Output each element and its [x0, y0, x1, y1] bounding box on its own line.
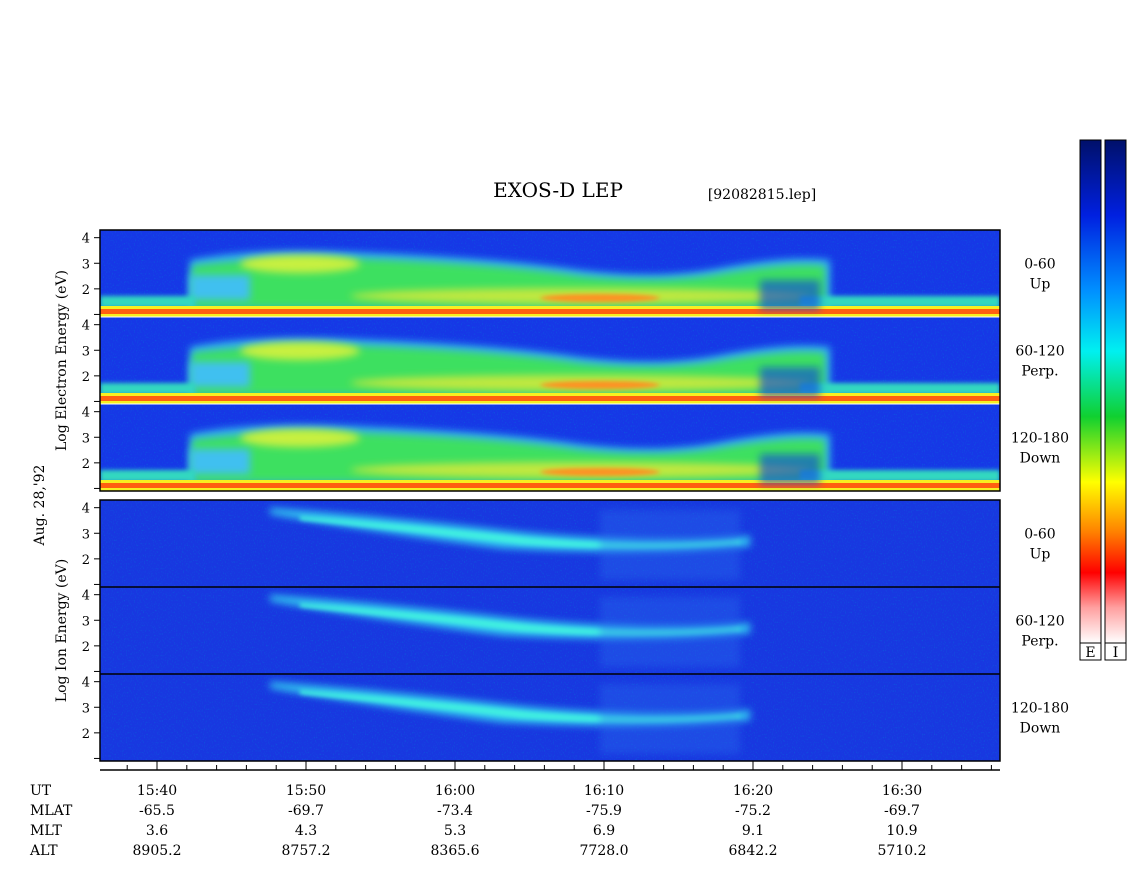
- angle-label: 120-180: [1011, 431, 1069, 447]
- y-tick-label: 2: [82, 457, 90, 472]
- direction-label: Up: [1030, 277, 1051, 293]
- panel-frame: [99, 499, 1001, 762]
- row-value: -69.7: [288, 803, 324, 819]
- row-value: 16:10: [584, 783, 624, 799]
- direction-label: Perp.: [1021, 364, 1058, 380]
- spectrogram: [100, 230, 1000, 317]
- y-tick-label: 4: [82, 502, 90, 517]
- row-value: 15:40: [137, 783, 177, 799]
- direction-label: Perp.: [1021, 634, 1058, 650]
- row-value: 15:50: [286, 783, 326, 799]
- y-tick-label: 3: [82, 614, 90, 629]
- row-value: -73.4: [437, 803, 473, 819]
- row-value: 16:20: [733, 783, 773, 799]
- colorbar-box: [1104, 642, 1127, 661]
- date-label: Aug. 28,'92: [32, 465, 48, 547]
- y-tick-label: 3: [82, 431, 90, 446]
- spectrogram: [100, 404, 1000, 491]
- angle-label: 60-120: [1015, 344, 1064, 360]
- row-value: -69.7: [884, 803, 920, 819]
- row-value: 16:00: [435, 783, 475, 799]
- y-tick-label: 4: [82, 589, 90, 604]
- y-tick-label: 4: [82, 676, 90, 691]
- y-tick-label: 2: [82, 370, 90, 385]
- row-name: MLAT: [30, 803, 73, 819]
- row-name: ALT: [29, 843, 58, 859]
- y-axis-label: Log Electron Energy (eV): [54, 270, 70, 451]
- row-value: -75.2: [735, 803, 771, 819]
- row-value: 8757.2: [282, 843, 331, 859]
- spectrogram: [100, 500, 1000, 587]
- row-value: 5710.2: [878, 843, 927, 859]
- angle-label: 60-120: [1015, 614, 1064, 630]
- y-tick-label: 3: [82, 527, 90, 542]
- y-tick-label: 2: [82, 640, 90, 655]
- file-name: [92082815.lep]: [708, 187, 816, 203]
- y-axis-label: Log Ion Energy (eV): [54, 559, 70, 702]
- colorbar: [1079, 139, 1102, 644]
- y-tick-label: 2: [82, 727, 90, 742]
- direction-label: Down: [1020, 721, 1061, 737]
- row-value: 8905.2: [133, 843, 182, 859]
- y-tick-label: 3: [82, 701, 90, 716]
- plots: 4 3 2 0-60 Up 4 3 2 60-120 Perp. 4 3 2 120-180 Down Log…: [54, 229, 1069, 762]
- y-tick-label: 3: [82, 344, 90, 359]
- colorbar-box: [1079, 642, 1102, 661]
- direction-label: Down: [1020, 451, 1061, 467]
- y-tick-label: 4: [82, 319, 90, 334]
- row-name: UT: [30, 783, 52, 799]
- row-value: 16:30: [882, 783, 922, 799]
- colorbar-label: E: [1085, 645, 1095, 661]
- spectrogram: [100, 317, 1000, 404]
- row-value: -65.5: [139, 803, 175, 819]
- row-value: 5.3: [444, 823, 466, 839]
- row-name: MLT: [30, 823, 62, 839]
- colorbar-label: I: [1113, 645, 1119, 661]
- y-tick-label: 2: [82, 553, 90, 568]
- row-value: 4.3: [295, 823, 317, 839]
- spectrogram: [100, 674, 1000, 761]
- y-tick-label: 4: [82, 232, 90, 247]
- row-value: 9.1: [742, 823, 764, 839]
- row-value: 6842.2: [729, 843, 778, 859]
- spectrogram: [100, 587, 1000, 674]
- row-value: 7728.0: [580, 843, 629, 859]
- title: EXOS-D LEP: [493, 178, 623, 202]
- y-tick-label: 2: [82, 283, 90, 298]
- angle-label: 0-60: [1024, 257, 1055, 273]
- panel-frame: [99, 229, 1001, 492]
- row-value: 6.9: [593, 823, 615, 839]
- y-tick-label: 3: [82, 257, 90, 272]
- row-value: 8365.6: [431, 843, 480, 859]
- time-axis: UT 15:40 15:50 16:00 16:10 16:20 16:30 MLAT -65.…: [29, 761, 1000, 859]
- row-value: 10.9: [886, 823, 917, 839]
- row-value: -75.9: [586, 803, 622, 819]
- y-tick-label: 4: [82, 406, 90, 421]
- row-value: 3.6: [146, 823, 168, 839]
- colorbar: [1104, 139, 1127, 644]
- direction-label: Up: [1030, 547, 1051, 563]
- angle-label: 120-180: [1011, 701, 1069, 717]
- angle-label: 0-60: [1024, 527, 1055, 543]
